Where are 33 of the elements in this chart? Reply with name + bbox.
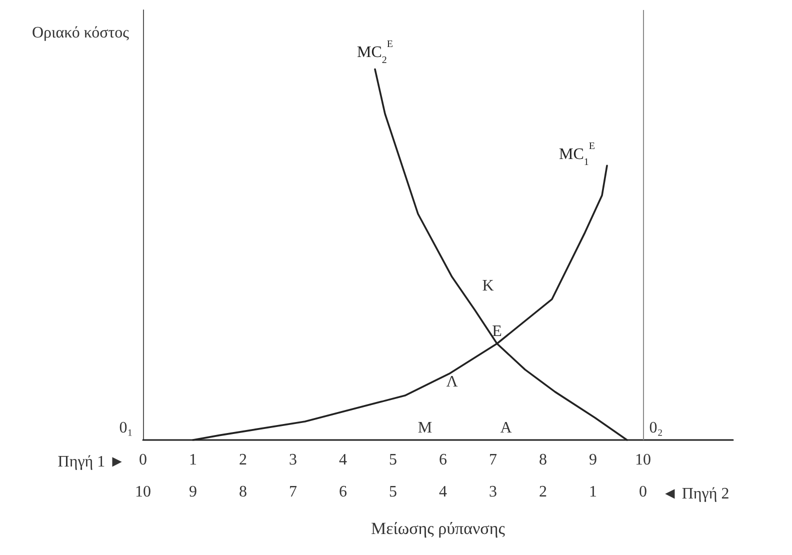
x2-tick-label: 3	[489, 484, 497, 500]
text: Πηγή 1 ►	[58, 454, 125, 470]
annotation: E	[492, 323, 502, 340]
x2-tick-label: 5	[389, 484, 397, 500]
x2-tick-label: 4	[439, 484, 447, 500]
x-tick-label: 9	[589, 452, 597, 468]
x2-tick-label: 6	[339, 484, 347, 500]
text: ◄ Πηγή 2	[662, 486, 730, 502]
x-tick-label: 2	[239, 452, 247, 468]
x-tick-label: 1	[189, 452, 197, 468]
y-axis-title: Οριακό κόστος	[32, 24, 130, 42]
x-tick-label: 4	[339, 452, 347, 468]
x-tick-label: 3	[289, 452, 297, 468]
x2-tick-label: 9	[189, 484, 197, 500]
x2-tick-label: 1	[589, 484, 597, 500]
annotation: 0₂	[649, 420, 663, 436]
x2-tick-label: 7	[289, 484, 297, 500]
text: 0₁	[119, 420, 133, 436]
annotation: A	[500, 420, 512, 436]
x-tick-label: 6	[439, 452, 447, 468]
x2-tick-label: 8	[239, 484, 247, 500]
x2-tick-label: 10	[135, 484, 151, 500]
x-tick-label: 10	[635, 452, 651, 468]
annotation: M	[418, 420, 432, 436]
x-tick-label: 8	[539, 452, 547, 468]
x2-tick-label: 2	[539, 484, 547, 500]
x2-tick-label: 0	[639, 484, 647, 500]
annotation: K	[482, 278, 494, 294]
x-axis-title: Μείωσης ρύπανσης	[371, 519, 506, 538]
annotation: Λ	[446, 374, 458, 390]
x-tick-label: 5	[389, 452, 397, 468]
x-tick-label: 0	[139, 452, 147, 468]
x-tick-label: 7	[489, 452, 497, 468]
